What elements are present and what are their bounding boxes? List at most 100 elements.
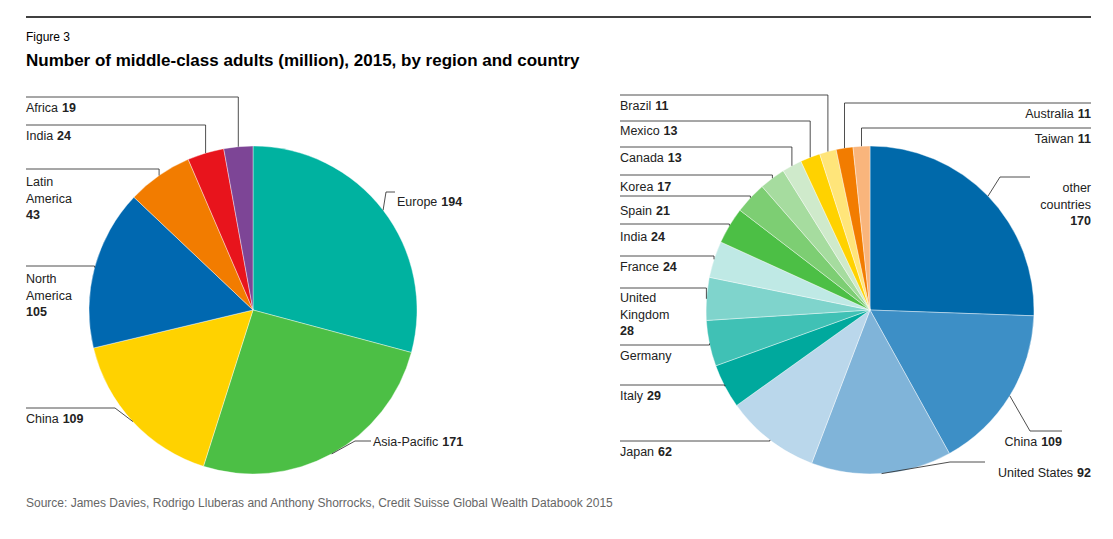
leader-line (26, 125, 206, 153)
category-label: Asia-Pacific (373, 435, 438, 449)
slice-label: Australia 11 (1025, 107, 1091, 121)
leader-line (620, 147, 792, 166)
leader-line (882, 462, 985, 474)
category-label: Australia (1025, 107, 1074, 121)
leader-line (620, 175, 772, 178)
value-label: 17 (657, 180, 671, 194)
pie (89, 146, 417, 474)
category-label: Mexico (620, 124, 660, 138)
title: Number of middle-class adults (million),… (26, 51, 580, 70)
value-label: 105 (26, 305, 47, 319)
leader-line (620, 196, 750, 198)
slice-label: India 24 (620, 230, 665, 244)
slice (853, 146, 870, 310)
category-label: Canada (620, 151, 664, 165)
top-rule (26, 16, 1091, 18)
slice-label: India 24 (26, 129, 71, 143)
leader-line (620, 385, 725, 386)
slice (870, 146, 1034, 316)
value-label: 43 (26, 208, 40, 222)
leader-line (1010, 396, 1062, 431)
value-label: 24 (651, 230, 665, 244)
category-label: India (26, 129, 53, 143)
category-label: Japan (620, 445, 654, 459)
category-label: China (26, 412, 59, 426)
figure-label: Figure 3 (26, 30, 70, 44)
value-label: 24 (57, 129, 71, 143)
label-line: America (26, 192, 72, 206)
leader-line (988, 177, 1030, 196)
category-label: Africa (26, 101, 58, 115)
leader-line (620, 95, 828, 152)
leader-line (620, 344, 710, 346)
slice (836, 147, 870, 310)
slice-label: Taiwan 11 (1035, 132, 1091, 146)
slice-label: Asia-Pacific 171 (373, 435, 463, 449)
value-label: 11 (1078, 132, 1091, 146)
slice-label: United States92 (998, 466, 1091, 480)
label-line: North (26, 272, 57, 286)
slice-label: Canada 13 (620, 151, 682, 165)
slice (224, 146, 253, 310)
value-label: 109 (1041, 435, 1062, 449)
category-label: Europe (397, 195, 437, 209)
category-label: India (620, 230, 647, 244)
category-label: other countries (1040, 181, 1091, 212)
category-label: Taiwan (1035, 132, 1074, 146)
category-label: Spain (620, 204, 652, 218)
source: Source: James Davies, Rodrigo Lluberas a… (26, 496, 613, 510)
slice-label: China 109 (1004, 435, 1062, 449)
category-label: Korea (620, 180, 653, 194)
value-label: 24 (663, 260, 677, 274)
pie (706, 146, 1034, 474)
value-label: 11 (655, 99, 668, 113)
category-label: Italy (620, 389, 644, 403)
value-label: 19 (62, 101, 76, 115)
category-label: United States (998, 466, 1073, 480)
category-label: Germany (620, 349, 672, 363)
leader-line (26, 266, 95, 268)
value-label: 109 (63, 412, 84, 426)
label-line: United (620, 291, 656, 305)
leader-line (862, 128, 1092, 146)
value-label: 21 (656, 204, 670, 218)
value-label: 171 (442, 435, 463, 449)
slice-label: Africa 19 (26, 101, 76, 115)
slice-label: Germany (620, 349, 672, 363)
value-label: 29 (647, 389, 661, 403)
value-label: 170 (1070, 214, 1091, 228)
leader-line (620, 256, 714, 259)
category-label: China (1004, 435, 1037, 449)
slice-label: Japan 62 (620, 445, 672, 459)
leader-line (620, 440, 770, 441)
value-label: 13 (664, 124, 678, 138)
category-label: Latin America (26, 175, 72, 206)
slice-label: Europe 194 (397, 195, 462, 209)
leader-line (332, 441, 371, 454)
slice-label: Mexico 13 (620, 124, 678, 138)
value-label: 11 (1078, 107, 1091, 121)
category-label: North America (26, 272, 72, 303)
leader-line (383, 192, 395, 210)
category-label: Brazil (620, 99, 651, 113)
figure: Figure 3 Number of middle-class adults (m… (0, 0, 1113, 539)
value-label: 194 (441, 195, 462, 209)
label-line: Latin (26, 175, 53, 189)
slice-label: France 24 (620, 260, 677, 274)
value-label: 62 (658, 445, 672, 459)
slice-label: Italy29 (620, 389, 661, 403)
leader-line (26, 97, 238, 147)
label-line: Kingdom (620, 308, 669, 322)
category-label: France (620, 260, 659, 274)
value-label: 13 (668, 151, 682, 165)
leader-line (620, 121, 810, 157)
label-line: countries (1040, 198, 1091, 212)
label-line: other (1063, 181, 1092, 195)
leader-line (845, 103, 1092, 148)
slice-label: Spain 21 (620, 204, 670, 218)
value-label: 28 (620, 324, 634, 338)
slice-label: Brazil 11 (620, 99, 669, 113)
label-line: America (26, 289, 72, 303)
slice-label: China 109 (26, 412, 84, 426)
leader-line (620, 224, 729, 226)
